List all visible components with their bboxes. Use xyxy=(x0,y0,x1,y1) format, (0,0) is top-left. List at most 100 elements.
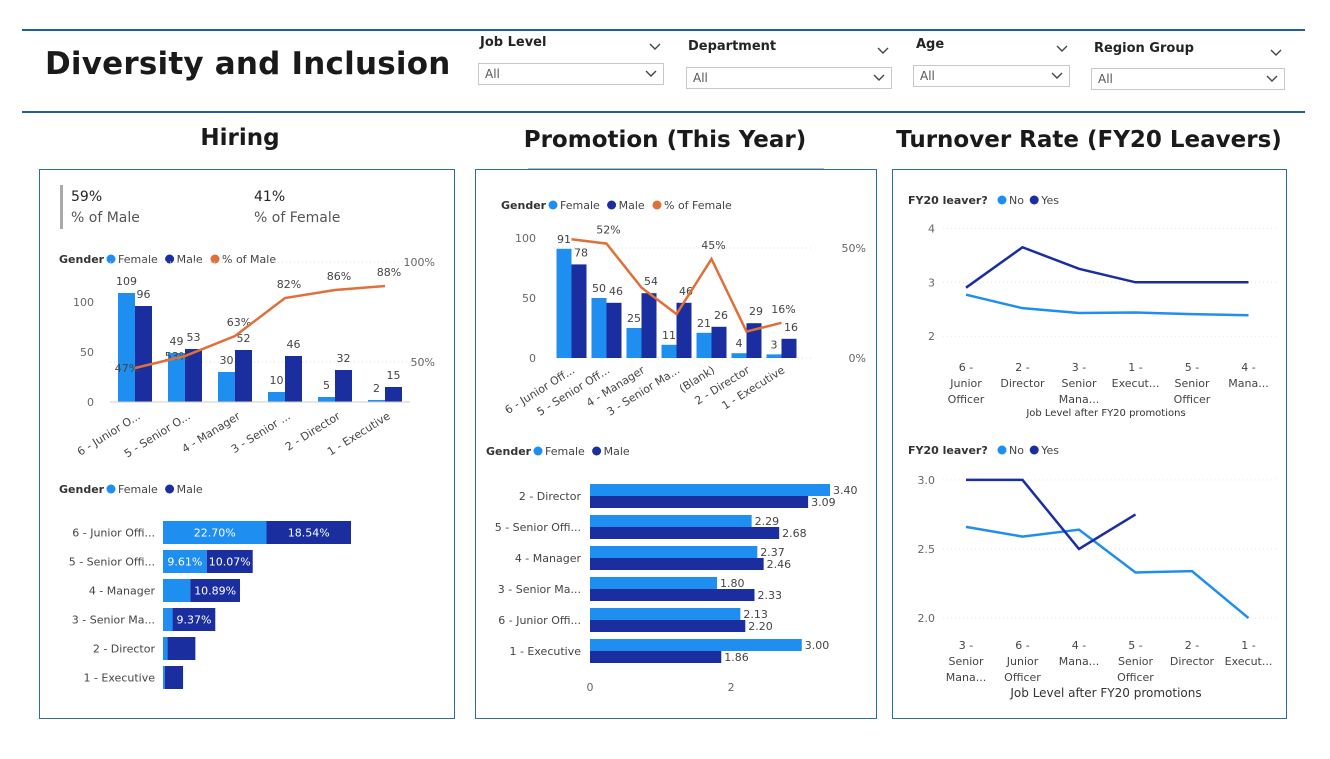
x-tick-label: 6 - xyxy=(959,361,973,374)
line-series-yes xyxy=(966,478,1137,551)
bar-female xyxy=(368,400,385,402)
y-tick-label: 0 xyxy=(529,352,536,365)
chevron-down-icon[interactable] xyxy=(649,37,661,50)
x-tick-label: Officer xyxy=(1004,671,1041,684)
x-tick-label: Execut... xyxy=(1112,377,1160,390)
x-tick-label: Mana... xyxy=(1059,655,1099,668)
bar-female xyxy=(168,353,185,402)
x-tick-label: Officer xyxy=(1174,393,1211,406)
data-label: 30 xyxy=(220,354,234,367)
bar-male xyxy=(590,496,809,508)
y-tick-label: 5 - Senior Offi... xyxy=(495,521,581,534)
legend-item: Female xyxy=(560,199,600,212)
bar-male xyxy=(167,637,196,660)
bar-male xyxy=(590,558,764,570)
x-tick-label: 5 - xyxy=(1185,361,1199,374)
section-title-hiring: Hiring xyxy=(200,125,280,151)
kpi-female-label: % of Female xyxy=(254,210,341,226)
slicer-label-region-group: Region Group xyxy=(1094,41,1194,56)
y-tick-label: 3.0 xyxy=(918,474,936,487)
legend-item: % of Female xyxy=(664,199,732,212)
bar-female xyxy=(626,328,642,358)
bar-female xyxy=(218,372,235,402)
header-bottom-rule xyxy=(22,111,1305,113)
bar-male xyxy=(711,326,727,358)
chevron-down-icon xyxy=(645,70,657,77)
bar-female xyxy=(163,608,173,631)
y-tick-label: 2 - Director xyxy=(519,490,582,503)
data-label: 54 xyxy=(644,275,658,288)
kpi-male-value: 59% xyxy=(71,189,103,205)
line-label: 88% xyxy=(377,266,401,279)
bar-female xyxy=(590,639,802,651)
slicer-dropdown-department[interactable]: All xyxy=(686,67,892,89)
data-label: 53 xyxy=(187,331,201,344)
y-tick-label: 6 - Junior Offi... xyxy=(72,527,155,540)
legend-dot xyxy=(1029,195,1039,205)
x-tick-label: 6 - xyxy=(1015,639,1029,652)
bar-female xyxy=(590,484,830,496)
chevron-down-icon[interactable] xyxy=(1056,39,1068,52)
slicer-value: All xyxy=(485,67,500,81)
bar-male xyxy=(135,306,152,402)
data-label: 9.37% xyxy=(176,614,211,627)
line-label: 52% xyxy=(596,224,620,237)
kpi-female-value: 41% xyxy=(254,189,286,205)
line-series-yes xyxy=(965,245,1249,289)
bar-female xyxy=(731,353,747,358)
x-tick-label: 0 xyxy=(587,681,594,694)
line-pct-male xyxy=(134,284,386,370)
legend-dot xyxy=(607,200,617,210)
data-label: 10 xyxy=(270,374,284,387)
bar-male xyxy=(676,302,692,358)
slicer-dropdown-job-level[interactable]: All xyxy=(478,63,664,85)
y-tick-label: 3 - Senior Ma... xyxy=(72,614,155,627)
chevron-down-icon xyxy=(1051,72,1063,79)
header-top-rule xyxy=(22,29,1305,31)
data-label: 2.68 xyxy=(782,527,807,540)
bar-female xyxy=(163,550,207,573)
legend-item: Yes xyxy=(1040,194,1059,207)
chevron-down-icon[interactable] xyxy=(877,41,889,54)
bar-male xyxy=(172,608,216,631)
data-label: 2.37 xyxy=(760,546,785,559)
data-label: 26 xyxy=(714,309,728,322)
data-label: 25 xyxy=(627,312,641,325)
x-tick-label: Junior xyxy=(949,377,982,390)
bar-female xyxy=(590,577,718,589)
y-tick-label: 3 - Senior Ma... xyxy=(498,583,581,596)
legend-item: No xyxy=(1009,194,1024,207)
y-tick-label: 100 xyxy=(515,232,536,245)
bar-female xyxy=(661,344,677,358)
bar-male xyxy=(590,651,722,663)
bar-male xyxy=(335,370,352,402)
chevron-down-icon xyxy=(1266,75,1278,82)
bar-female xyxy=(163,521,267,544)
slicer-dropdown-age[interactable]: All xyxy=(913,65,1070,87)
line-label: 63% xyxy=(227,316,251,329)
x-tick-label: 3 - xyxy=(959,639,973,652)
data-label: 16 xyxy=(784,321,798,334)
legend-title: FY20 leaver? xyxy=(908,444,988,457)
data-label: 29 xyxy=(749,305,763,318)
x-tick-label: Execut... xyxy=(1225,655,1273,668)
slicer-dropdown-region-group[interactable]: All xyxy=(1091,68,1285,90)
x-tick-label: Senior xyxy=(948,655,984,668)
data-label: 3 xyxy=(771,338,778,351)
kpi-male-label: % of Male xyxy=(71,210,140,226)
bar-female xyxy=(591,298,607,358)
x-tick-label: 1 - xyxy=(1128,361,1142,374)
y-tick-label: 6 - Junior Offi... xyxy=(498,614,581,627)
line-label: 47% xyxy=(115,362,139,375)
data-label: 46 xyxy=(287,338,301,351)
x-tick-label: Mana... xyxy=(1228,377,1268,390)
data-label: 2.29 xyxy=(755,515,780,528)
data-label: 2.20 xyxy=(748,620,773,633)
line-series-no xyxy=(965,293,1249,317)
data-label: 3.00 xyxy=(805,639,830,652)
slicer-label-department: Department xyxy=(688,39,777,54)
chevron-down-icon[interactable] xyxy=(1270,43,1282,56)
y-tick-label: 4 - Manager xyxy=(515,552,582,565)
kpi-divider xyxy=(60,185,63,229)
data-label: 2.13 xyxy=(743,608,768,621)
